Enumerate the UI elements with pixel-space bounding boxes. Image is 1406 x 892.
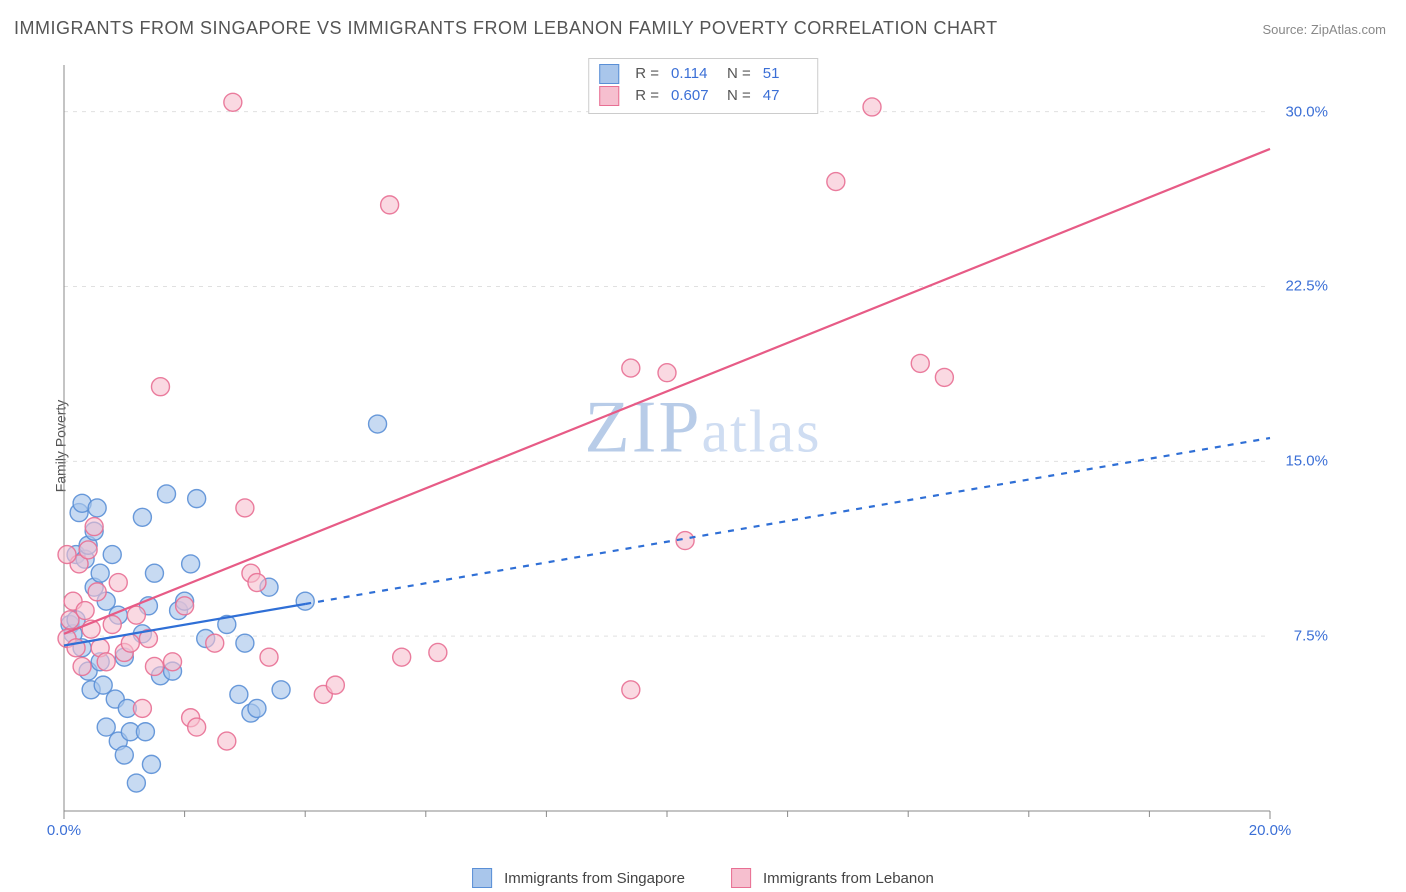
n-value-singapore: 51 — [763, 63, 807, 85]
legend-item-singapore: Immigrants from Singapore — [472, 868, 685, 888]
swatch-singapore — [599, 64, 619, 84]
plot-svg — [50, 55, 1340, 845]
r-label: R = — [635, 85, 659, 107]
source-label: Source: ZipAtlas.com — [1262, 22, 1386, 37]
n-label: N = — [727, 63, 751, 85]
chart-container: IMMIGRANTS FROM SINGAPORE VS IMMIGRANTS … — [0, 0, 1406, 892]
bottom-legend: Immigrants from Singapore Immigrants fro… — [472, 868, 934, 888]
ytick-label: 30.0% — [1285, 103, 1328, 120]
legend-label-singapore: Immigrants from Singapore — [504, 870, 685, 887]
swatch-singapore — [472, 868, 492, 888]
n-value-lebanon: 47 — [763, 85, 807, 107]
plot-area: 7.5% 15.0% 22.5% 30.0% 0.0% 20.0% — [50, 55, 1340, 845]
swatch-lebanon — [731, 868, 751, 888]
swatch-lebanon — [599, 86, 619, 106]
n-label: N = — [727, 85, 751, 107]
legend-label-lebanon: Immigrants from Lebanon — [763, 870, 934, 887]
stats-row-singapore: R = 0.114 N = 51 — [599, 63, 807, 85]
r-value-singapore: 0.114 — [671, 63, 715, 85]
r-label: R = — [635, 63, 659, 85]
stats-row-lebanon: R = 0.607 N = 47 — [599, 85, 807, 107]
ytick-label: 15.0% — [1285, 453, 1328, 470]
xtick-label: 0.0% — [47, 822, 81, 839]
chart-title: IMMIGRANTS FROM SINGAPORE VS IMMIGRANTS … — [14, 18, 998, 39]
ytick-label: 7.5% — [1294, 628, 1328, 645]
stats-legend: R = 0.114 N = 51 R = 0.607 N = 47 — [588, 58, 818, 114]
ytick-label: 22.5% — [1285, 278, 1328, 295]
xtick-label: 20.0% — [1249, 822, 1292, 839]
legend-item-lebanon: Immigrants from Lebanon — [731, 868, 934, 888]
r-value-lebanon: 0.607 — [671, 85, 715, 107]
